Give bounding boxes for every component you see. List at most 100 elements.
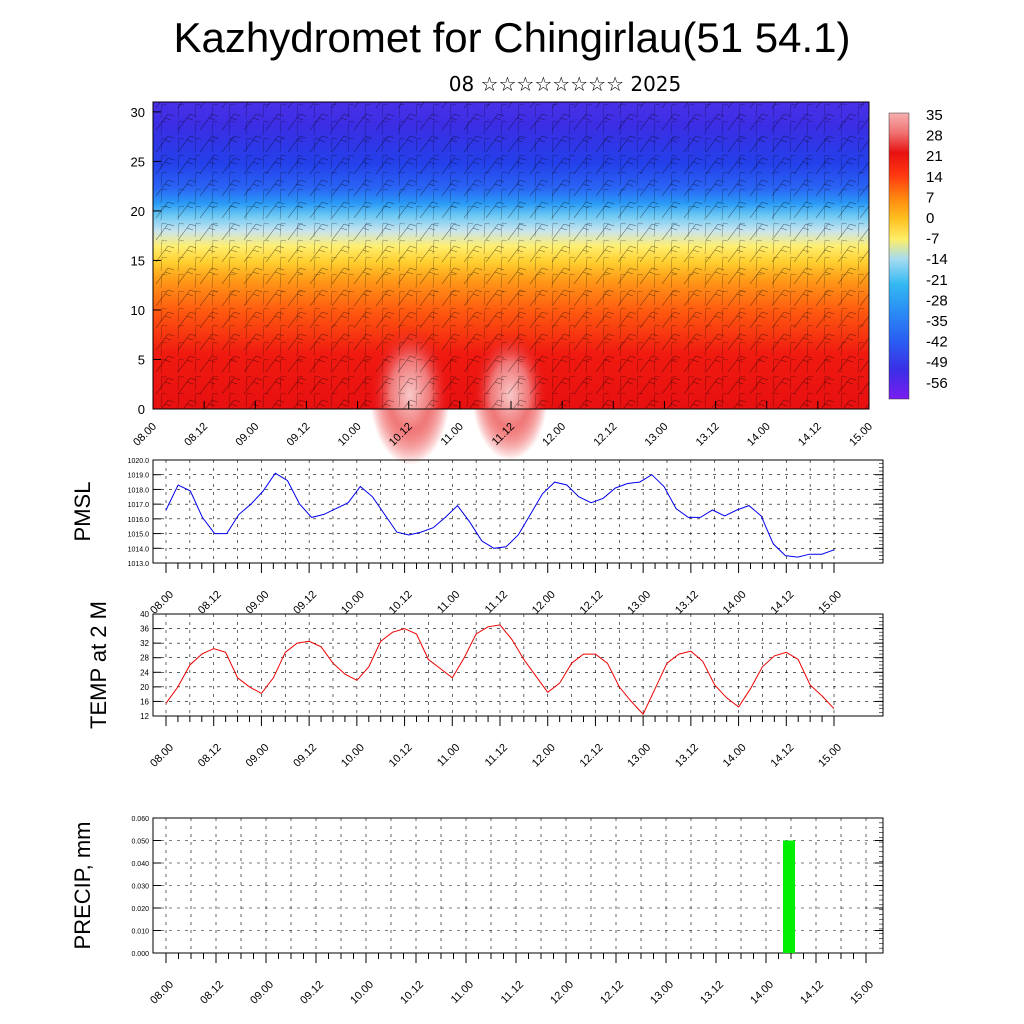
xs-x-tick-label: 09.00 [233,421,261,449]
x-tick-label: 14.00 [721,742,749,770]
xs-y-tick-label: 25 [131,154,145,169]
precip-panel: 0.000 0.010 0.020 0.030 0.040 0.050 0.060 08.00… [70,816,884,1007]
x-tick-label: 11.12 [483,742,510,769]
colorbar-label: 35 [926,107,943,124]
y-tick-label: 0.010 [131,929,149,936]
xs-y-tick-label: 30 [131,105,145,120]
chart-title: Kazhydromet for Chingirlau(51 54.1) [173,14,851,61]
x-tick-label: 08.12 [196,742,224,770]
x-tick-label: 08.12 [198,979,226,1007]
x-tick-label: 14.12 [768,742,796,770]
x-tick-label: 08.00 [148,589,176,617]
x-tick-label: 11.00 [435,589,462,616]
x-tick-label: 12.12 [578,742,606,770]
xs-x-tick-label: 08.00 [131,421,159,449]
x-tick-label: 09.00 [248,979,276,1007]
xs-y-tick-label: 15 [131,253,145,268]
x-tick-label: 13.00 [648,979,676,1007]
x-tick-label: 14.12 [798,979,826,1007]
y-tick-label: 40 [140,610,149,619]
y-tick-label: 0.000 [131,951,149,958]
colorbar-scale [888,112,910,400]
x-tick-label: 13.00 [625,742,653,770]
xs-x-tick-label: 13.12 [694,421,722,449]
y-tick-label: 1014.0 [128,546,150,553]
colorbar-label: 14 [926,169,943,186]
xs-y-tick-label: 20 [131,204,145,219]
y-axis-title: PMSL [70,482,95,542]
xs-x-tick-label: 10.00 [336,421,364,449]
x-tick-label: 09.12 [291,742,319,770]
y-tick-label: 36 [140,625,149,634]
x-tick-label: 09.00 [244,589,272,617]
precip-bar [783,840,795,953]
x-tick-label: 10.12 [387,589,415,617]
colorbar-labels: 35 28 21 14 7 0 -7 -14 -21 -28 -35 -42 -49 -56 [926,107,948,392]
x-tick-label: 12.00 [530,742,558,770]
colorbar-label: -49 [926,354,948,371]
x-tick-label: 15.00 [848,979,876,1007]
pmsl-panel: 1013.0 1014.0 1015.0 1016.0 1017.0 1018.0 1019… [70,458,884,617]
xs-x-tick-label: 09.12 [285,421,313,449]
y-tick-label: 0.040 [131,861,149,868]
x-tick-label: 10.12 [387,742,415,770]
colorbar-label: -28 [926,292,948,309]
panel-frame [152,459,884,564]
x-tick-label: 10.00 [348,979,376,1007]
colorbar-label: 28 [926,128,943,145]
x-tick-label: 15.00 [816,589,844,617]
x-tick-label: 08.00 [148,979,176,1007]
x-tick-label: 08.00 [148,742,176,770]
colorbar-label: -35 [926,313,948,330]
y-tick-label: 32 [140,639,149,648]
colorbar-label: -7 [926,231,939,248]
chart-subtitle: 08 ☆☆☆☆☆☆☆☆ 2025 [448,72,682,96]
y-tick-label: 1020.0 [128,458,150,465]
xs-x-tick-label: 12.12 [591,421,619,449]
x-tick-label: 14.00 [721,589,749,617]
colorbar-label: -56 [926,375,948,392]
x-tick-label: 13.12 [673,589,701,617]
xs-x-tick-label: 14.12 [796,421,824,449]
xs-y-tick-label: 10 [131,303,145,318]
xs-x-tick-label: 13.00 [643,421,671,449]
x-tick-label: 12.00 [548,979,576,1007]
xs-x-tick-label: 12.00 [540,421,568,449]
x-tick-label: 11.00 [449,979,476,1006]
colorbar-label: 21 [926,148,943,165]
y-axis-title: TEMP at 2 M [86,601,111,729]
cross-section-panel: 0 5 10 15 20 25 30 08.00 08.12 09.00 09.12 10.00 10… [131,101,875,465]
y-tick-label: 1013.0 [128,561,150,568]
x-tick-label: 11.00 [435,742,462,769]
x-tick-label: 13.00 [625,589,653,617]
y-tick-label: 0.020 [131,906,149,913]
x-tick-label: 11.12 [483,589,510,616]
y-tick-label: 0.050 [131,839,149,846]
x-tick-label: 11.12 [499,979,526,1006]
x-tick-label: 13.12 [698,979,726,1007]
colorbar-label: -14 [926,251,948,268]
x-tick-label: 09.12 [298,979,326,1007]
xs-y-tick-label: 5 [138,352,145,367]
x-tick-label: 09.12 [291,589,319,617]
y-tick-label: 24 [140,668,149,677]
y-tick-label: 16 [140,697,149,706]
x-tick-label: 08.12 [196,589,224,617]
x-tick-label: 14.00 [748,979,776,1007]
y-tick-label: 0.060 [131,816,149,823]
temp-panel: 12 16 20 24 28 32 36 40 08.00 08.12 09.00 09.12 10.0… [86,601,884,770]
x-tick-label: 15.00 [816,742,844,770]
y-tick-label: 20 [140,683,149,692]
y-tick-label: 1015.0 [128,532,150,539]
y-tick-label: 1019.0 [128,473,150,480]
y-tick-label: 1018.0 [128,487,150,494]
xs-y-tick-label: 0 [138,402,145,417]
xs-x-tick-label: 08.12 [182,421,210,449]
panel-frame [152,817,884,954]
x-tick-label: 12.12 [578,589,606,617]
x-tick-label: 09.00 [244,742,272,770]
y-tick-label: 1016.0 [128,517,150,524]
x-tick-label: 14.12 [768,589,796,617]
y-tick-label: 1017.0 [128,502,150,509]
